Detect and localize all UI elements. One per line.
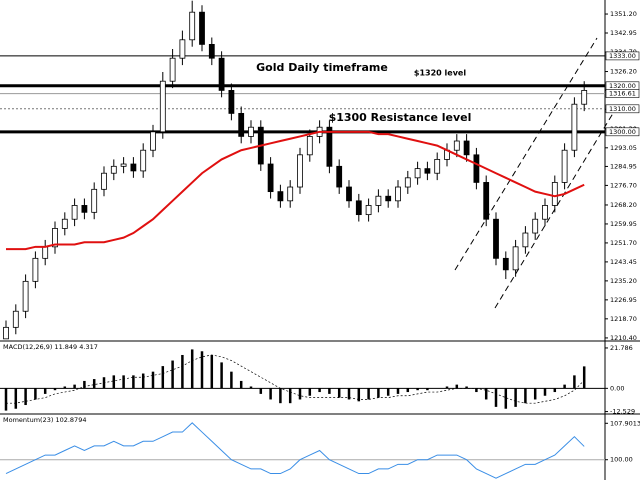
macd-label: MACD(12,26,9) 11.849 4.317 xyxy=(3,343,98,351)
candle-body xyxy=(414,168,421,179)
y-tick-label: -12.529 xyxy=(610,408,635,416)
candle-body xyxy=(463,140,470,156)
y-tick-label: 1235.20 xyxy=(610,277,637,285)
macd-signal xyxy=(6,354,585,404)
candle-body xyxy=(512,246,519,271)
candle-body xyxy=(81,205,88,213)
candle-body xyxy=(101,172,107,190)
annotation: $1300 Resistance level xyxy=(329,111,472,124)
candle-body xyxy=(169,57,176,82)
y-tick-label: 1276.70 xyxy=(610,181,637,189)
candle-body xyxy=(375,195,382,206)
candle-body xyxy=(42,246,49,259)
y-tick-label: 1218.70 xyxy=(610,315,637,323)
candle-body xyxy=(346,186,352,202)
candle-body xyxy=(483,182,490,220)
candle-body xyxy=(561,149,568,183)
candle-body xyxy=(581,90,588,105)
candle-body xyxy=(159,80,166,133)
candle-body xyxy=(326,126,333,167)
level-label: 1333.00 xyxy=(609,52,636,60)
candle-body xyxy=(502,257,509,271)
candle-body xyxy=(473,154,480,183)
candle-body xyxy=(228,90,235,114)
candle-body xyxy=(522,232,529,248)
level-label: 1300.00 xyxy=(609,128,636,136)
moving-average xyxy=(6,130,585,251)
momentum-label: Momentum(23) 102.8794 xyxy=(3,416,86,424)
y-tick-label: 1226.95 xyxy=(610,296,637,304)
y-tick-label: 1259.95 xyxy=(610,220,637,228)
candle-body xyxy=(91,188,98,213)
candle-body xyxy=(150,131,156,151)
candle-body xyxy=(179,39,186,59)
annotation: $1320 level xyxy=(414,69,466,78)
candle-body xyxy=(32,257,39,282)
momentum-line xyxy=(5,422,585,479)
y-tick-label: 0.00 xyxy=(610,384,624,392)
candle-body xyxy=(110,165,117,174)
candle-body xyxy=(120,163,127,167)
level-label: 1316.61 xyxy=(609,90,636,98)
annotation: Gold Daily timeframe xyxy=(256,61,388,74)
candle-body xyxy=(218,57,225,91)
candle-body xyxy=(297,154,303,188)
candle-body xyxy=(306,136,313,156)
level-label: 1320.00 xyxy=(609,82,636,90)
candle-body xyxy=(71,205,78,220)
candle-body xyxy=(248,126,254,137)
candle-body xyxy=(277,191,284,202)
level-box xyxy=(605,127,640,137)
candle-body xyxy=(424,168,431,174)
candle-body xyxy=(532,218,539,234)
channel-line xyxy=(454,37,598,271)
candle-body xyxy=(336,165,343,188)
y-tick-label: 1326.20 xyxy=(610,68,637,76)
candle-body xyxy=(267,163,274,193)
candle-body xyxy=(395,186,401,202)
candle-body xyxy=(404,177,411,188)
level-label: 1310.00 xyxy=(609,105,636,113)
y-tick-label: 1243.45 xyxy=(610,258,637,266)
y-tick-label: 100.00 xyxy=(610,456,633,464)
y-tick-label: 1268.20 xyxy=(610,201,637,209)
candle-body xyxy=(551,182,558,206)
y-tick-label: 21.786 xyxy=(610,344,633,352)
candle-body xyxy=(571,103,578,151)
candle-body xyxy=(189,11,196,41)
candle-body xyxy=(3,326,9,340)
y-tick-label: 1210.40 xyxy=(610,334,637,342)
candle-body xyxy=(365,205,372,216)
y-tick-label: 1284.95 xyxy=(610,162,637,170)
y-tick-label: 1293.05 xyxy=(610,144,637,152)
candle-body xyxy=(434,159,441,174)
candle-body xyxy=(542,205,548,220)
candle-body xyxy=(238,113,245,137)
candle-body xyxy=(130,163,137,172)
candle-body xyxy=(199,11,205,45)
candle-body xyxy=(12,310,19,328)
y-tick-label: 107.9013 xyxy=(610,419,640,427)
level-box xyxy=(605,104,640,114)
candle-body xyxy=(140,149,147,172)
y-tick-label: 1351.20 xyxy=(610,10,637,18)
candle-body xyxy=(208,43,215,59)
y-tick-label: 1251.70 xyxy=(610,239,637,247)
candle-body xyxy=(52,228,58,248)
candle-body xyxy=(287,186,294,202)
candle-body xyxy=(385,195,392,202)
y-tick-label: 1342.95 xyxy=(610,29,637,37)
candle-body xyxy=(61,218,68,229)
candle-body xyxy=(493,218,499,259)
candle-body xyxy=(22,280,29,312)
level-box xyxy=(605,51,640,61)
candle-body xyxy=(355,200,362,216)
candle-body xyxy=(453,140,460,151)
level-box xyxy=(605,89,640,98)
